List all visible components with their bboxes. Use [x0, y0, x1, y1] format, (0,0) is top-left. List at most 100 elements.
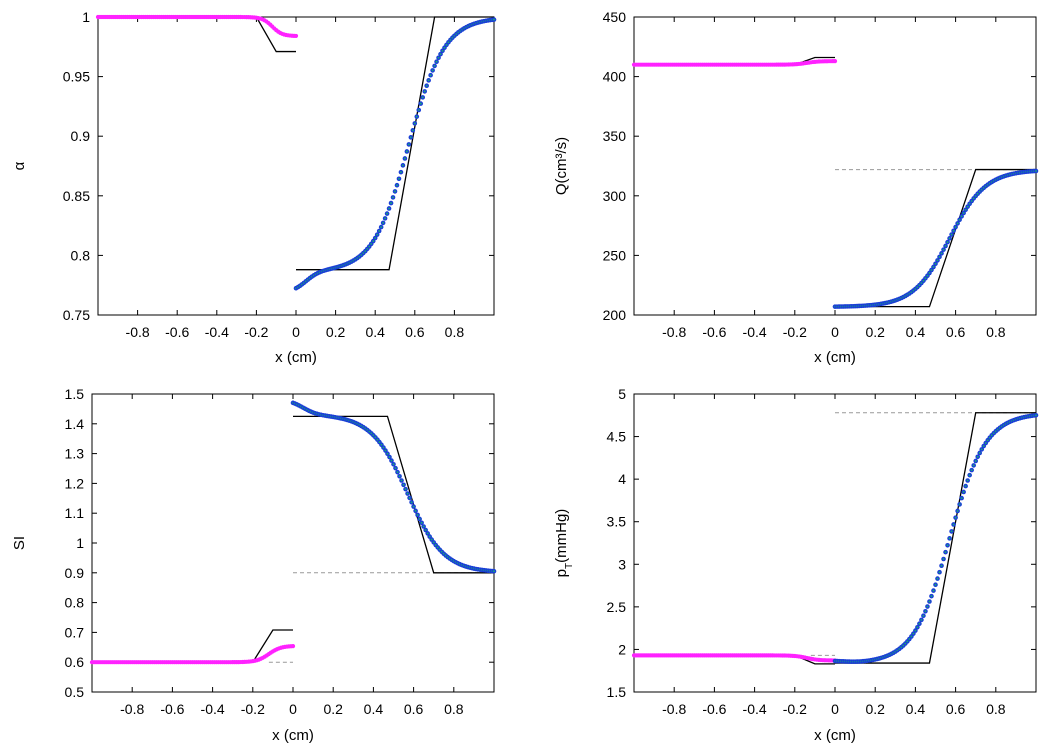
numeric-point-right-inner [952, 229, 955, 232]
numeric-point-right-inner [974, 195, 977, 197]
numeric-point-right-inner [493, 570, 495, 573]
y-tick-label: 0.7 [65, 624, 85, 640]
numeric-point-right-inner [970, 469, 973, 472]
numeric-point-right-inner [419, 102, 422, 105]
numeric-point-right-inner [942, 248, 945, 251]
y-tick-label: 4 [618, 471, 626, 487]
numeric-point-right-inner [376, 438, 379, 441]
x-tick-label: 0 [292, 324, 300, 340]
numeric-point-right-inner [910, 635, 913, 638]
x-tick-label: 0.2 [326, 324, 346, 340]
x-tick-label: -0.4 [205, 324, 229, 340]
numeric-point-right-inner [376, 233, 379, 236]
y-axis-label: pT(mmHg) [553, 509, 575, 578]
numeric-point-right-inner [424, 529, 427, 531]
numeric-point-right-inner [430, 538, 433, 541]
numeric-point-right-inner [972, 197, 975, 200]
numeric-point-right-inner [370, 243, 373, 245]
numeric-point-right-inner [445, 43, 448, 46]
numeric-point-right-inner [396, 184, 398, 187]
x-tick-label: -0.2 [783, 324, 807, 340]
y-tick-label: 5 [618, 386, 626, 402]
numeric-point-right-inner [434, 544, 437, 546]
numeric-point-right-inner [441, 49, 444, 52]
x-tick-label: 0.8 [445, 324, 465, 340]
numeric-point-right-inner [1035, 414, 1037, 417]
numeric-point-right-inner [432, 541, 435, 544]
exact-solution-right [835, 168, 1036, 308]
x-tick-label: -0.6 [702, 324, 726, 340]
x-tick-label: -0.4 [743, 324, 767, 340]
numeric-series-left [631, 59, 838, 67]
numeric-point-right-inner [990, 434, 993, 437]
numeric-point-right-inner [398, 177, 400, 180]
numeric-point-right-inner [415, 115, 418, 118]
numeric-point-right-inner [400, 171, 402, 174]
numeric-point-right-inner [930, 269, 933, 271]
numeric-point-right-inner [904, 642, 907, 645]
x-tick-label: 0 [831, 701, 839, 717]
numeric-point-right-inner [940, 252, 943, 255]
numeric-point-right-inner [410, 501, 413, 504]
numeric-point-right-inner [972, 464, 975, 467]
numeric-point-right-inner [954, 516, 957, 519]
x-tick-label: -0.2 [244, 324, 268, 340]
numeric-point-right-inner [436, 546, 439, 549]
numeric-point-right-inner [443, 46, 446, 49]
numeric-point-right-inner [378, 230, 381, 232]
numeric-point-right-inner [425, 84, 428, 87]
x-tick-label: -0.8 [662, 324, 686, 340]
numeric-point-right-inner [944, 245, 947, 247]
y-tick-label: 2.5 [607, 599, 627, 615]
numeric-point-right-inner [426, 532, 429, 535]
numeric-point-right-inner [372, 240, 375, 242]
numeric-point-right-inner [404, 488, 407, 491]
chart-pT: 1.5 2 2.5 3 3.5 4 4.5 5 -0.8 -0.6 -0.4 -0.2 0 0.2 0.4 0… [553, 386, 1039, 744]
numeric-point-right-inner [439, 53, 442, 56]
numeric-point-right-inner [431, 69, 434, 72]
x-tick-label: 0.8 [444, 701, 464, 717]
numeric-point-right-inner [984, 442, 987, 444]
numeric-point-right-inner [924, 610, 927, 613]
exact-solution-right [296, 16, 494, 271]
chart-Q: 200 250 300 350 400 450 -0.8 -0.6 -0.4 -0.2 0 0.2 0.… [553, 9, 1039, 366]
numeric-point-right-inner [986, 439, 989, 442]
x-tick-label: 0 [289, 701, 297, 717]
y-axis-label-main: p [553, 569, 570, 577]
y-tick-label: 0.6 [65, 654, 85, 670]
numeric-point-right-inner [954, 226, 957, 228]
x-tick-label: 0.4 [906, 324, 926, 340]
numeric-point-right-inner [974, 460, 977, 462]
numeric-point-right-inner [932, 589, 935, 592]
numeric-point-right-inner [392, 463, 395, 466]
numeric-point-right-inner [378, 441, 381, 444]
numeric-point-right-inner [988, 436, 991, 439]
numeric-point-right-inner [390, 202, 392, 204]
numeric-point-right-inner [932, 266, 935, 268]
numeric-point-right-inner [950, 233, 953, 236]
numeric-point-right-inner [447, 41, 450, 44]
y-axis-label: Q(cm³/s) [553, 137, 570, 195]
y-tick-label: 3.5 [607, 514, 627, 530]
numeric-point-right-inner [386, 212, 388, 215]
numeric-point-right-inner [420, 521, 423, 524]
x-tick-label: 0.2 [865, 324, 885, 340]
plot-frame [633, 393, 1037, 693]
numeric-point-right-inner [380, 443, 383, 446]
numeric-point-right-inner [964, 208, 967, 211]
x-tick-label: -0.8 [662, 701, 686, 717]
numeric-point-right-inner [437, 56, 440, 59]
x-tick-label: 0.6 [405, 324, 425, 340]
numeric-point-right-inner [926, 605, 929, 608]
numeric-point-right-inner [962, 212, 965, 214]
x-tick-label: -0.6 [160, 701, 184, 717]
numeric-series-left [631, 653, 838, 663]
x-tick-label: 0.4 [906, 701, 926, 717]
numeric-point-right-inner [366, 248, 369, 250]
numeric-point-left [290, 644, 296, 649]
numeric-point-right-inner [956, 222, 959, 225]
numeric-point-right-inner [976, 455, 979, 458]
x-axis-label: x (cm) [814, 349, 856, 366]
numeric-point-right-inner [908, 638, 911, 640]
